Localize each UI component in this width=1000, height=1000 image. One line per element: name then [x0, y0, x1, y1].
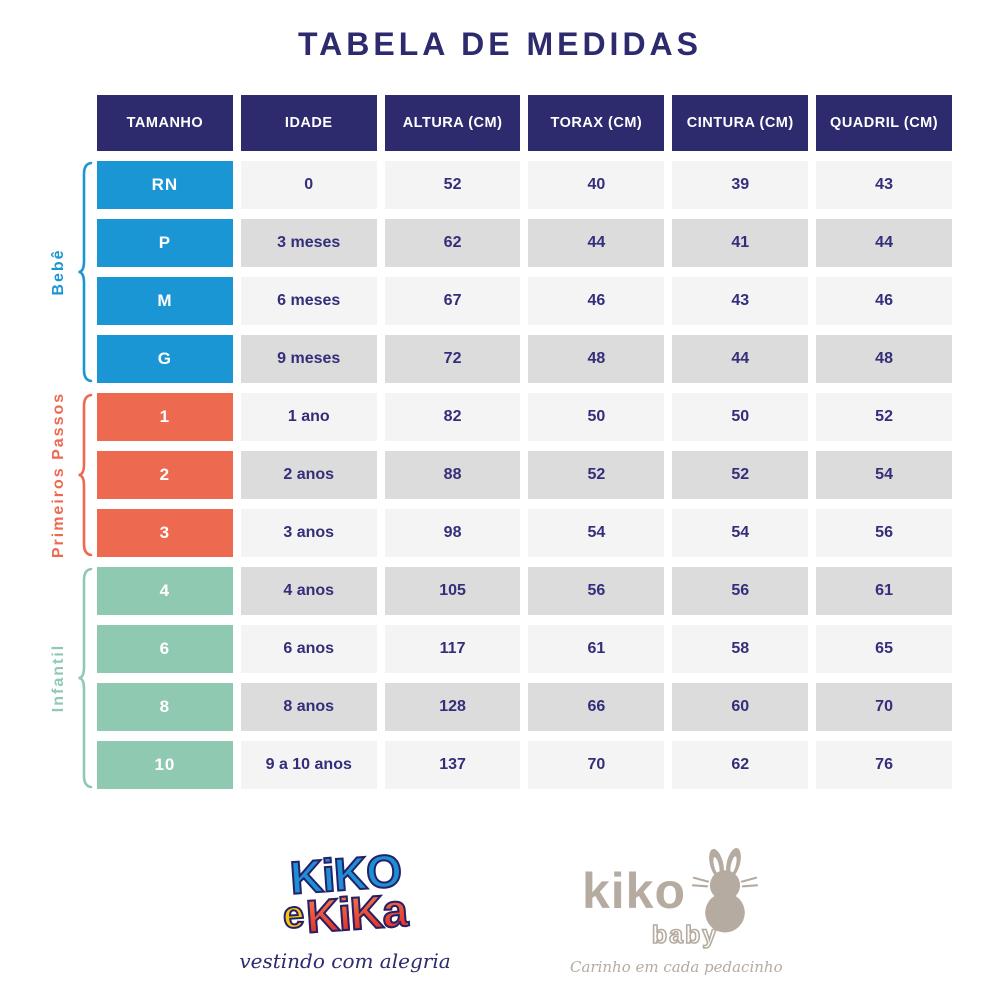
size-cell: 8 — [97, 683, 233, 731]
footer: KiKO eKiKa vestindo com alegria kiko — [0, 843, 1000, 976]
size-cell: 3 — [97, 509, 233, 557]
idade-cell: 9 a 10 anos — [240, 741, 377, 789]
cintura-cell: 62 — [672, 741, 809, 789]
torax-cell: 52 — [528, 451, 665, 499]
altura-cell: 128 — [384, 683, 521, 731]
idade-cell: 9 meses — [240, 335, 377, 383]
group-label: Infantil — [50, 643, 67, 713]
cintura-cell: 54 — [672, 509, 809, 557]
group-bracket: Bebê — [45, 161, 95, 383]
altura-cell: 105 — [384, 567, 521, 615]
torax-cell: 46 — [528, 277, 665, 325]
column-header: QUADRIL (CM) — [816, 95, 952, 151]
group-bracket: Primeiros Passos — [45, 391, 95, 559]
column-header: ALTURA (CM) — [384, 95, 521, 151]
quadril-cell: 46 — [816, 277, 952, 325]
idade-cell: 8 anos — [240, 683, 377, 731]
altura-cell: 117 — [384, 625, 521, 673]
kiko-baby-wordmark: kiko — [581, 863, 687, 919]
column-header: TAMANHO — [97, 95, 233, 151]
kiko-e-kika-tagline: vestindo com alegria — [239, 949, 451, 973]
torax-cell: 50 — [528, 393, 665, 441]
idade-cell: 1 ano — [240, 393, 377, 441]
size-cell: P — [97, 219, 233, 267]
kika-wordmark-row: eKiKa — [228, 879, 461, 949]
quadril-cell: 65 — [816, 625, 952, 673]
cintura-cell: 52 — [672, 451, 809, 499]
quadril-cell: 43 — [816, 161, 952, 209]
cintura-cell: 44 — [672, 335, 809, 383]
cintura-cell: 43 — [672, 277, 809, 325]
cintura-cell: 39 — [672, 161, 809, 209]
torax-cell: 61 — [528, 625, 665, 673]
quadril-cell: 61 — [816, 567, 952, 615]
curly-brace-icon — [78, 567, 93, 789]
altura-cell: 52 — [384, 161, 521, 209]
idade-cell: 6 anos — [240, 625, 377, 673]
altura-cell: 98 — [384, 509, 521, 557]
curly-brace-icon — [78, 161, 93, 383]
column-header: IDADE — [240, 95, 377, 151]
altura-cell: 62 — [384, 219, 521, 267]
idade-cell: 3 meses — [240, 219, 377, 267]
size-cell: 6 — [97, 625, 233, 673]
kiko-baby-sub: baby — [651, 920, 719, 950]
quadril-cell: 48 — [816, 335, 952, 383]
kika-wordmark: KiKa — [303, 883, 409, 944]
idade-cell: 2 anos — [240, 451, 377, 499]
idade-cell: 4 anos — [240, 567, 377, 615]
quadril-cell: 54 — [816, 451, 952, 499]
kiko-baby-row: kiko — [570, 847, 770, 935]
group-bracket: Infantil — [45, 567, 95, 789]
bunny-icon — [692, 847, 759, 933]
idade-cell: 0 — [240, 161, 377, 209]
torax-cell: 70 — [528, 741, 665, 789]
cintura-cell: 50 — [672, 393, 809, 441]
column-header: CINTURA (CM) — [672, 95, 809, 151]
size-cell: 10 — [97, 741, 233, 789]
size-cell: RN — [97, 161, 233, 209]
kiko-e-kika-logo: KiKO eKiKa vestindo com alegria — [228, 843, 461, 973]
torax-cell: 40 — [528, 161, 665, 209]
quadril-cell: 56 — [816, 509, 952, 557]
column-header: TORAX (CM) — [528, 95, 665, 151]
group-label: Primeiros Passos — [50, 391, 67, 559]
altura-cell: 72 — [384, 335, 521, 383]
size-cell: 4 — [97, 567, 233, 615]
torax-cell: 54 — [528, 509, 665, 557]
quadril-cell: 70 — [816, 683, 952, 731]
altura-cell: 67 — [384, 277, 521, 325]
torax-cell: 56 — [528, 567, 665, 615]
altura-cell: 137 — [384, 741, 521, 789]
size-cell: G — [97, 335, 233, 383]
quadril-cell: 52 — [816, 393, 952, 441]
size-cell: 1 — [97, 393, 233, 441]
cintura-cell: 41 — [672, 219, 809, 267]
cintura-cell: 58 — [672, 625, 809, 673]
size-cell: 2 — [97, 451, 233, 499]
idade-cell: 6 meses — [240, 277, 377, 325]
kiko-e-letter: e — [281, 893, 307, 938]
curly-brace-icon — [78, 393, 93, 557]
torax-cell: 66 — [528, 683, 665, 731]
cintura-cell: 56 — [672, 567, 809, 615]
size-cell: M — [97, 277, 233, 325]
idade-cell: 3 anos — [240, 509, 377, 557]
group-label: Bebê — [50, 248, 67, 296]
page-title: TABELA DE MEDIDAS — [298, 26, 702, 62]
quadril-cell: 76 — [816, 741, 952, 789]
altura-cell: 82 — [384, 393, 521, 441]
size-table: TAMANHO IDADE ALTURA (CM) TORAX (CM) CINTURA… — [97, 95, 952, 789]
size-table-area: TAMANHO IDADE ALTURA (CM) TORAX (CM) CINTURA… — [50, 95, 952, 789]
kiko-baby-logo: kiko baby Carinho em cada p — [570, 847, 783, 976]
cintura-cell: 60 — [672, 683, 809, 731]
quadril-cell: 44 — [816, 219, 952, 267]
kiko-baby-tagline: Carinho em cada pedacinho — [570, 958, 783, 976]
torax-cell: 48 — [528, 335, 665, 383]
altura-cell: 88 — [384, 451, 521, 499]
torax-cell: 44 — [528, 219, 665, 267]
